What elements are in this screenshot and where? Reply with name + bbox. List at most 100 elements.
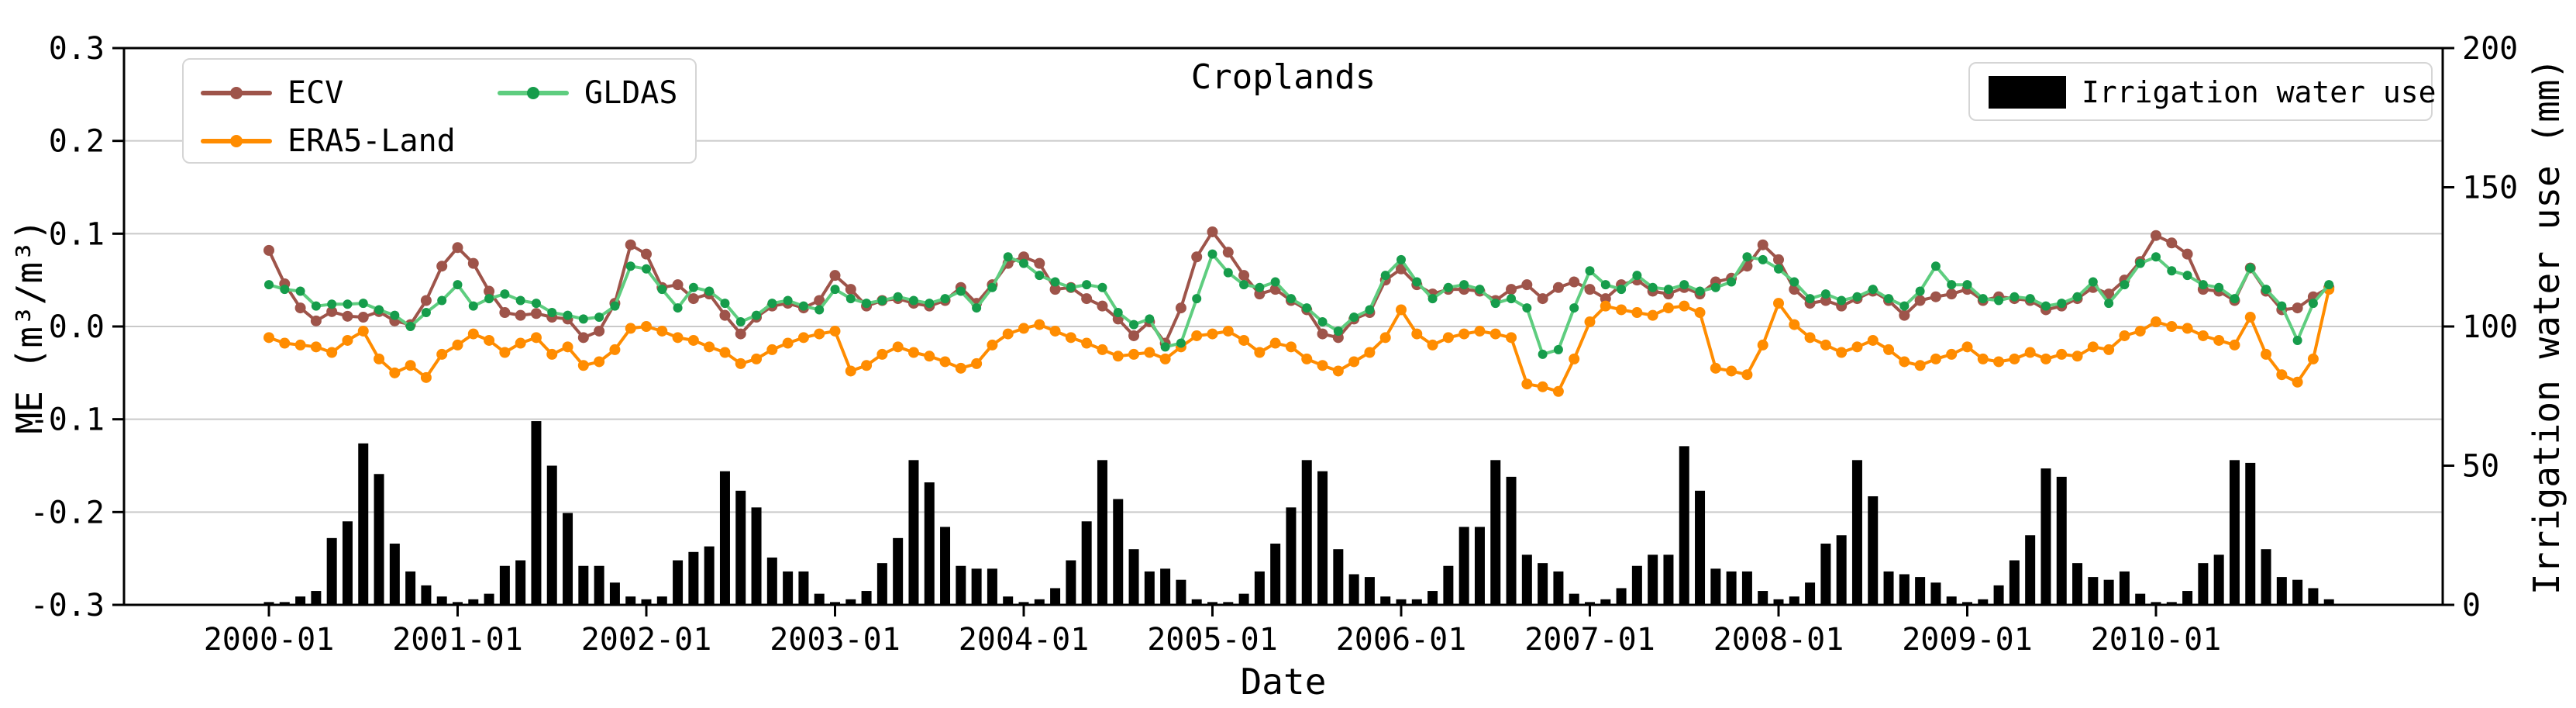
irrigation-bar [1836,535,1847,605]
gldas-marker [1679,280,1689,290]
irrigation-bar [735,490,746,605]
era5-land-marker [1034,319,1045,330]
irrigation-bar [2119,571,2130,605]
gldas-marker [468,301,478,311]
gldas-marker [877,295,887,306]
era5-land-marker [687,334,699,346]
legend-label-gldas: GLDAS [584,75,678,111]
irrigation-bar [2135,593,2146,605]
irrigation-bar [1081,521,1092,605]
gldas-marker [1176,338,1186,348]
era5-land-marker [357,325,369,337]
irrigation-bar [2040,468,2051,605]
gldas-marker [1050,277,1060,287]
era5-land-marker [797,332,809,344]
era5-land-marker [279,337,291,349]
era5-land-marker [1049,325,1061,337]
gldas-marker [1113,308,1123,318]
irrigation-bar [1789,596,1799,605]
era5-land-marker [1883,344,1895,355]
ecv-marker [625,239,636,250]
gldas-marker [1333,326,1343,336]
legend-irrigation: Irrigation water use [1968,62,2437,121]
era5-land-marker [1757,339,1768,351]
irrigation-bar [1097,460,1107,605]
era5-land-marker [1631,307,1643,319]
era5-land-marker [1081,337,1093,349]
era5-land-marker [515,337,526,349]
irrigation-bar [1773,599,1784,605]
y-left-tick-label: 0.3 [49,31,105,67]
irrigation-bar [656,596,667,605]
irrigation-bar [2261,549,2271,605]
gldas-marker [578,314,588,324]
era5-land-marker [484,334,495,346]
era5-land-marker [1584,316,1596,328]
irrigation-bar [436,596,447,605]
irrigation-bar [1946,596,1957,605]
era5-land-marker [1961,341,1973,353]
legend-item-ecv: ECV [201,75,343,111]
era5-land-marker [1569,353,1580,364]
ecv-marker [357,312,369,323]
irrigation-bar [1191,599,1202,605]
gldas-marker [1097,282,1107,292]
irrigation-bar [1521,554,1532,605]
ecv-marker [2166,237,2178,249]
legend-item-gldas: GLDAS [498,75,677,111]
legend-series: ECV ERA5-Land GLDAS [182,58,697,164]
x-tick-label: 2006-01 [1336,622,1467,658]
era5-land-marker [861,360,873,371]
gldas-marker [390,310,400,320]
ecv-marker [1034,257,1045,269]
ecv-marker [484,285,495,297]
ecv-marker [2151,230,2161,241]
irrigation-bar [1631,565,1642,605]
irrigation-bar [405,571,416,605]
irrigation-bar [2056,476,2067,605]
irrigation-bar [1930,582,1941,605]
gldas-marker [500,289,510,299]
irrigation-bar [987,568,997,605]
gldas-marker [720,299,730,309]
gldas-marker [1475,285,1485,295]
irrigation-bar [2151,602,2161,605]
irrigation-bar [1458,527,1469,605]
era5-land-marker [924,351,935,362]
gldas-marker [1569,303,1579,313]
irrigation-bar [578,565,589,605]
era5-land-marker [2151,316,2161,328]
ecv-marker [1914,295,1926,306]
irrigation-bar [940,527,951,605]
gldas-marker [2324,280,2334,290]
gldas-marker [1207,249,1217,259]
ecv-marker [829,270,841,281]
era5-land-marker [641,321,652,332]
irrigation-bar [2323,599,2334,605]
gldas-marker [735,317,746,327]
ecv-marker [1757,239,1768,250]
era5-land-marker [1616,304,1627,316]
ecv-marker [1238,270,1250,281]
era5-land-marker [1317,360,1328,371]
gldas-marker [814,305,825,315]
gldas-marker [437,295,447,306]
gldas-marker [767,299,777,309]
gldas-marker [1066,282,1076,292]
irrigation-bar [798,571,809,605]
irrigation-bar [1695,490,1706,605]
gldas-marker [783,295,793,306]
gldas-marker [358,299,368,309]
gldas-marker [280,285,290,295]
irrigation-bar [499,565,510,605]
gldas-marker [845,294,856,304]
irrigation-bar [342,521,353,605]
ecv-marker [814,295,825,306]
gldas-marker [1035,271,1045,281]
gldas-marker [1270,277,1280,287]
ecv-marker [452,242,463,254]
gldas-marker [1600,280,1610,290]
ecv-marker [1600,293,1611,305]
gldas-marker [956,286,966,296]
ecv-marker [1254,288,1266,300]
